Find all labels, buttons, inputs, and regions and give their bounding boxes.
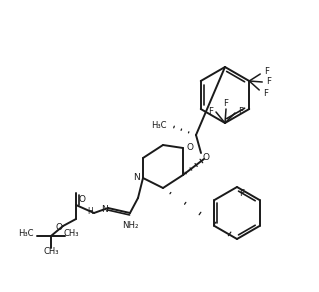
Text: O: O xyxy=(203,154,210,163)
Text: NH₂: NH₂ xyxy=(122,220,138,230)
Text: F: F xyxy=(239,107,243,117)
Text: O: O xyxy=(187,143,194,152)
Text: F: F xyxy=(264,67,269,76)
Text: N: N xyxy=(133,173,139,182)
Text: O: O xyxy=(78,194,85,204)
Text: N: N xyxy=(100,204,108,213)
Text: CH₃: CH₃ xyxy=(63,230,78,239)
Text: O: O xyxy=(56,223,63,232)
Text: H: H xyxy=(87,206,93,215)
Text: F: F xyxy=(209,107,213,116)
Text: F: F xyxy=(224,98,228,107)
Text: H₃C: H₃C xyxy=(152,121,167,131)
Text: F: F xyxy=(266,77,271,86)
Text: H₃C: H₃C xyxy=(19,230,34,239)
Text: F: F xyxy=(240,190,245,199)
Text: F: F xyxy=(263,90,268,98)
Text: CH₃: CH₃ xyxy=(43,246,59,256)
